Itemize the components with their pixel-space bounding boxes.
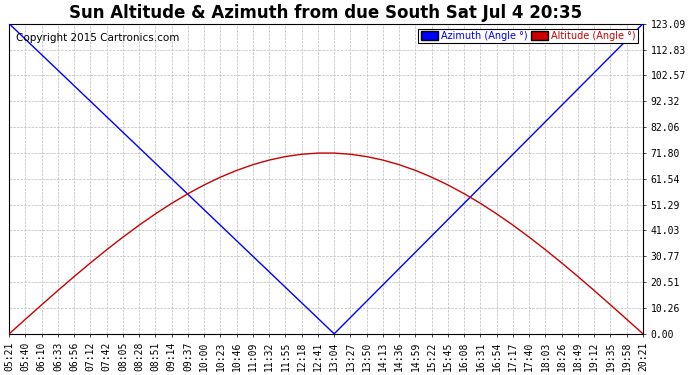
Title: Sun Altitude & Azimuth from due South Sat Jul 4 20:35: Sun Altitude & Azimuth from due South Sa…	[70, 4, 582, 22]
Text: Copyright 2015 Cartronics.com: Copyright 2015 Cartronics.com	[15, 33, 179, 43]
Legend: Azimuth (Angle °), Altitude (Angle °): Azimuth (Angle °), Altitude (Angle °)	[418, 28, 638, 44]
